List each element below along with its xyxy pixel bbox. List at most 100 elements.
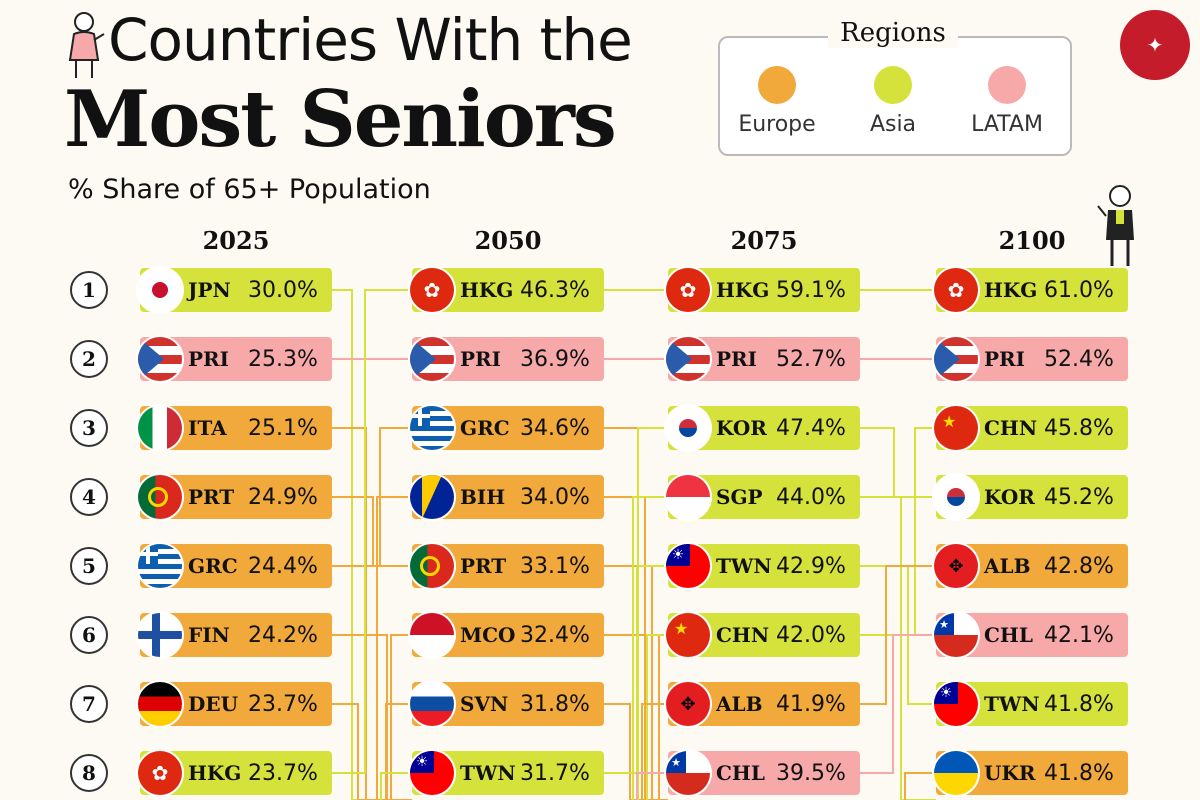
title-line-1: Countries With the (108, 6, 633, 74)
connector-deu-2025 (332, 703, 412, 800)
rank-badge-2: 2 (70, 340, 108, 378)
connector-chn-2075 (860, 427, 936, 636)
rank-badge-3: 3 (70, 409, 108, 447)
connector-jpn-2025 (332, 289, 412, 800)
bar-2050-svn: SVN 31.8% (410, 682, 604, 726)
bar-2050-mco: MCO 32.4% (410, 613, 604, 657)
flag-ita-icon (138, 406, 182, 450)
bar-2025-ita: ITA 25.1% (138, 406, 332, 450)
share-value: 45.2% (1044, 484, 1114, 510)
flag-grc-icon (138, 544, 182, 588)
bar-2075-hkg: ✿ HKG 59.1% (666, 268, 860, 312)
connector-fin-2025 (332, 634, 412, 800)
bar-2075-chn: ★ CHN 42.0% (666, 613, 860, 657)
flag-ukr-icon (934, 751, 978, 795)
bar-2050-grc: GRC 34.6% (410, 406, 604, 450)
flag-pri-icon (410, 337, 454, 381)
connector-svn-entry-2050 (385, 703, 412, 800)
flag-hkg-icon: ✿ (934, 268, 978, 312)
flag-prt-icon (138, 475, 182, 519)
country-code: DEU (188, 692, 239, 716)
bar-2025-pri: PRI 25.3% (138, 337, 332, 381)
share-value: 41.8% (1044, 760, 1114, 786)
share-value: 52.7% (776, 346, 846, 372)
rank-badge-7: 7 (70, 685, 108, 723)
share-value: 31.8% (520, 691, 590, 717)
flag-pri-icon (138, 337, 182, 381)
year-header-2075: 2075 (730, 226, 798, 255)
country-code: SGP (716, 485, 763, 509)
legend-dot-latam (988, 66, 1026, 104)
country-code: CHL (716, 761, 765, 785)
flag-bih-icon (410, 475, 454, 519)
share-value: 42.0% (776, 622, 846, 648)
country-code: FIN (188, 623, 230, 647)
share-value: 61.0% (1044, 277, 1114, 303)
bar-2075-pri: PRI 52.7% (666, 337, 860, 381)
share-value: 24.9% (248, 484, 318, 510)
country-code: SVN (460, 692, 509, 716)
share-value: 33.1% (520, 553, 590, 579)
share-value: 30.0% (248, 277, 318, 303)
bar-2075-sgp: SGP 44.0% (666, 475, 860, 519)
share-value: 31.7% (520, 760, 590, 786)
bar-2025-hkg: ✿ HKG 23.7% (138, 751, 332, 795)
share-value: 42.1% (1044, 622, 1114, 648)
country-code: PRT (188, 485, 235, 509)
legend-dot-asia (874, 66, 912, 104)
flag-hkg-icon: ✿ (666, 268, 710, 312)
country-code: TWN (460, 761, 516, 785)
country-code: ITA (188, 416, 227, 440)
share-value: 47.4% (776, 415, 846, 441)
connector-sgp-2075 (860, 496, 936, 800)
country-code: GRC (188, 554, 238, 578)
flag-twn-icon: ☀ (410, 751, 454, 795)
flag-twn-icon: ☀ (666, 544, 710, 588)
bar-2100-hkg: ✿ HKG 61.0% (934, 268, 1128, 312)
flag-chn-icon: ★ (934, 406, 978, 450)
country-code: CHN (984, 416, 1038, 440)
flag-chl-icon: ★ (666, 751, 710, 795)
bar-2100-alb: ✥ ALB 42.8% (934, 544, 1128, 588)
connector-alb-2075 (860, 565, 936, 705)
bar-2100-twn: ☀ TWN 41.8% (934, 682, 1128, 726)
flag-sgp-icon (666, 475, 710, 519)
share-value: 24.2% (248, 622, 318, 648)
share-value: 59.1% (776, 277, 846, 303)
country-code: HKG (188, 761, 242, 785)
connector-prt-2050 (604, 565, 668, 800)
flag-kor-icon (934, 475, 978, 519)
bar-2025-deu: DEU 23.7% (138, 682, 332, 726)
bar-2050-pri: PRI 36.9% (410, 337, 604, 381)
bar-2100-chl: ★ CHL 42.1% (934, 613, 1128, 657)
share-value: 34.6% (520, 415, 590, 441)
bar-2075-chl: ★ CHL 39.5% (666, 751, 860, 795)
share-value: 25.3% (248, 346, 318, 372)
country-code: TWN (716, 554, 772, 578)
flag-alb-icon: ✥ (666, 682, 710, 726)
flag-hkg-icon: ✿ (138, 751, 182, 795)
bar-2100-chn: ★ CHN 45.8% (934, 406, 1128, 450)
country-code: HKG (460, 278, 514, 302)
bar-2100-pri: PRI 52.4% (934, 337, 1128, 381)
flag-pri-icon (934, 337, 978, 381)
connector-chn-entry-2075 (646, 634, 668, 800)
flag-kor-icon (666, 406, 710, 450)
country-code: KOR (716, 416, 767, 440)
bar-2025-prt: PRT 24.9% (138, 475, 332, 519)
country-code: MCO (460, 623, 516, 647)
publisher-logo: ✦ (1120, 10, 1190, 80)
share-value: 52.4% (1044, 346, 1114, 372)
flag-grc-icon (410, 406, 454, 450)
connector-kor-2075 (860, 427, 936, 498)
share-value: 23.7% (248, 760, 318, 786)
country-code: PRI (460, 347, 502, 371)
legend-item-asia: Asia (838, 66, 948, 137)
flag-chn-icon: ★ (666, 613, 710, 657)
share-value: 24.4% (248, 553, 318, 579)
bar-2050-prt: PRT 33.1% (410, 544, 604, 588)
country-code: CHL (984, 623, 1033, 647)
flag-prt-icon (410, 544, 454, 588)
share-value: 23.7% (248, 691, 318, 717)
country-code: PRI (984, 347, 1026, 371)
